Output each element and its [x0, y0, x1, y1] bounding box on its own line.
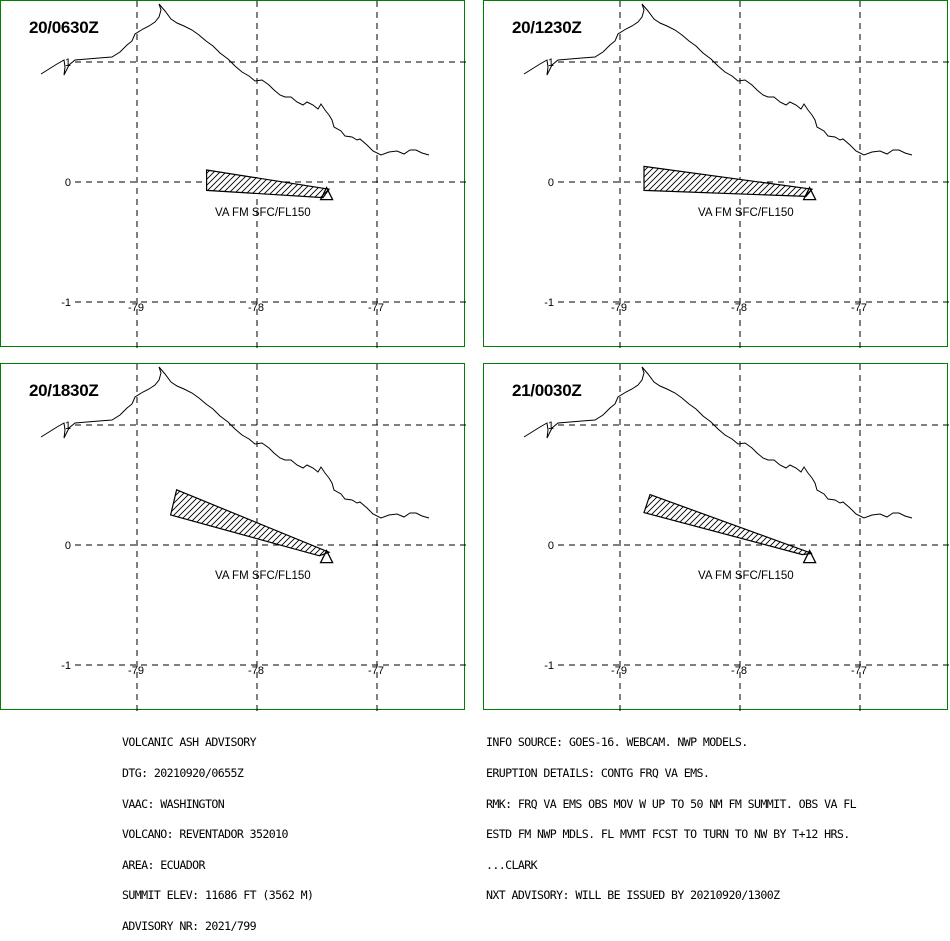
map-layer: -79 -78 -77 1 0 -1 VA FM SFC/FL150	[40, 1, 466, 348]
ash-level-label: VA FM SFC/FL150	[215, 570, 311, 582]
map-view: -79 -78 -77 1 0 -1 VA FM SFC/FL150	[523, 1, 949, 348]
panel-time: 20/0630Z	[29, 18, 99, 37]
advisory-info-right: INFO SOURCE: GOES-16. WEBCAM. NWP MODELS…	[486, 717, 857, 911]
ash-cloud-polygon	[643, 493, 813, 556]
lon-tick-label: -78	[248, 665, 264, 677]
ash-level-label: VA FM SFC/FL150	[215, 207, 311, 219]
panel-time: 20/1830Z	[29, 381, 99, 400]
advisory-line: NXT ADVISORY: WILL BE ISSUED BY 20210920…	[486, 888, 780, 903]
boundary-line	[523, 366, 913, 519]
ash-cloud-polygon	[643, 165, 814, 198]
lat-tick-label: 1	[548, 57, 554, 69]
ash-level-label: VA FM SFC/FL150	[698, 570, 794, 582]
advisory-line: DTG: 20210920/0655Z	[122, 766, 244, 781]
forecast-panel-1: 20/0630Z -79 -78 -77 1 0 -1 VA FM SFC/FL150	[0, 0, 466, 348]
panel-time: 20/1230Z	[512, 18, 582, 37]
forecast-panel-3: 20/1830Z -79 -78 -77 1 0 -1 VA FM SFC/FL150	[0, 363, 466, 711]
lat-tick-label: 0	[548, 177, 554, 189]
lon-tick-label: -77	[368, 665, 384, 677]
lat-tick-label: 1	[65, 57, 71, 69]
advisory-line: RMK: FRQ VA EMS OBS MOV W UP TO 50 NM FM…	[486, 796, 857, 811]
volcano-triangle-icon	[319, 549, 334, 564]
volcano-triangle-icon	[802, 549, 817, 564]
advisory-line: VAAC: WASHINGTON	[122, 796, 225, 811]
lon-tick-label: -77	[368, 302, 384, 314]
lon-tick-label: -78	[731, 302, 747, 314]
map-view: -79 -78 -77 1 0 -1 VA FM SFC/FL150	[40, 1, 466, 348]
forecast-panel-2: 20/1230Z -79 -78 -77 1 0 -1 VA FM SFC/FL150	[483, 0, 949, 348]
map-layer: -79 -78 -77 1 0 -1 VA FM SFC/FL150	[523, 364, 949, 711]
lat-tick-label: 0	[65, 540, 71, 552]
advisory-line: SUMMIT ELEV: 11686 FT (3562 M)	[122, 888, 314, 903]
volcano-triangle-icon	[319, 186, 334, 201]
advisory-line: VOLCANIC ASH ADVISORY	[122, 735, 257, 750]
boundary-line	[523, 3, 913, 156]
lat-tick-label: 0	[548, 540, 554, 552]
advisory-line: ADVISORY NR: 2021/799	[122, 919, 257, 934]
lon-tick-label: -78	[248, 302, 264, 314]
lon-tick-label: -78	[731, 665, 747, 677]
forecast-panel-4: 21/0030Z -79 -78 -77 1 0 -1 VA FM SFC/FL150	[483, 363, 949, 711]
advisory-line: ...CLARK	[486, 857, 538, 872]
lon-tick-label: -79	[128, 302, 144, 314]
map-layer: -79 -78 -77 1 0 -1 VA FM SFC/FL150	[523, 1, 949, 348]
ash-cloud-polygon	[169, 488, 331, 557]
map-view: -79 -78 -77 1 0 -1 VA FM SFC/FL150	[523, 364, 949, 711]
advisory-line: VOLCANO: REVENTADOR 352010	[122, 827, 288, 842]
advisory-line: INFO SOURCE: GOES-16. WEBCAM. NWP MODELS…	[486, 735, 748, 750]
ash-cloud-polygon	[206, 169, 331, 199]
advisory-info-left: VOLCANIC ASH ADVISORY DTG: 20210920/0655…	[122, 717, 314, 941]
boundary-line	[40, 3, 430, 156]
lat-tick-label: 0	[65, 177, 71, 189]
lat-tick-label: -1	[544, 297, 554, 309]
lat-tick-label: 1	[65, 420, 71, 432]
lon-tick-label: -79	[128, 665, 144, 677]
lat-tick-label: -1	[61, 660, 71, 672]
lon-tick-label: -77	[851, 665, 867, 677]
lon-tick-label: -79	[611, 665, 627, 677]
advisory-line: ERUPTION DETAILS: CONTG FRQ VA EMS.	[486, 766, 710, 781]
lat-tick-label: -1	[61, 297, 71, 309]
volcano-triangle-icon	[802, 186, 817, 201]
panel-time: 21/0030Z	[512, 381, 582, 400]
lat-tick-label: -1	[544, 660, 554, 672]
advisory-line: ESTD FM NWP MDLS. FL MVMT FCST TO TURN T…	[486, 827, 850, 842]
ash-level-label: VA FM SFC/FL150	[698, 207, 794, 219]
lon-tick-label: -77	[851, 302, 867, 314]
map-layer: -79 -78 -77 1 0 -1 VA FM SFC/FL150	[40, 364, 466, 711]
lon-tick-label: -79	[611, 302, 627, 314]
lat-tick-label: 1	[548, 420, 554, 432]
advisory-line: AREA: ECUADOR	[122, 857, 206, 872]
boundary-line	[40, 366, 430, 519]
map-view: -79 -78 -77 1 0 -1 VA FM SFC/FL150	[40, 364, 466, 711]
